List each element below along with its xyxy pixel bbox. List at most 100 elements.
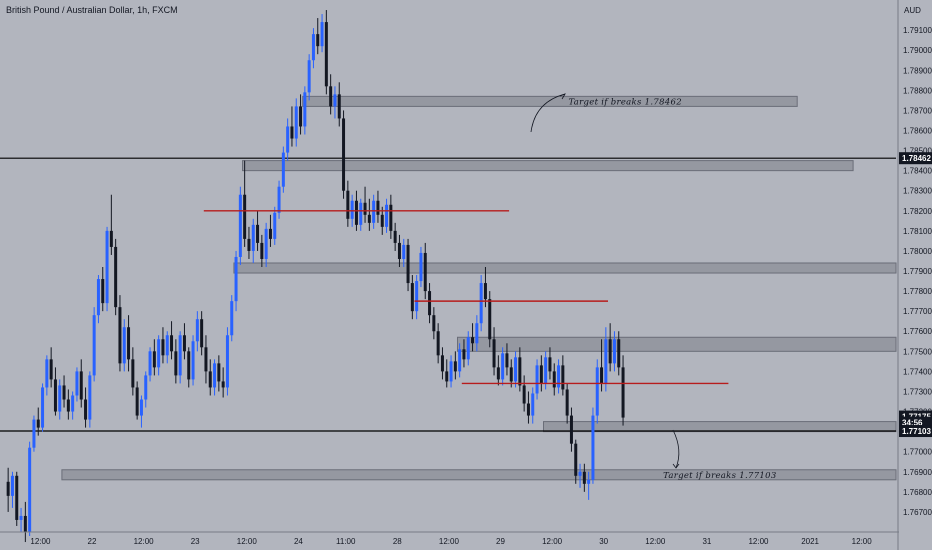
- candle: [479, 275, 483, 332]
- candle-body: [225, 335, 229, 388]
- candle: [428, 283, 432, 324]
- zone-5: [61, 469, 897, 481]
- candle: [393, 222, 397, 251]
- candle: [363, 186, 367, 223]
- price-tick-label: 1.76700: [903, 508, 932, 517]
- candle: [346, 180, 350, 227]
- candle-body: [62, 385, 66, 400]
- candle: [514, 351, 518, 388]
- candle-body: [526, 403, 530, 416]
- candle: [406, 238, 410, 292]
- candle: [496, 355, 500, 386]
- candle-body: [122, 327, 126, 364]
- price-tick-label: 1.78800: [903, 86, 932, 95]
- candle: [135, 381, 139, 420]
- candle: [359, 198, 363, 231]
- candle-body: [350, 200, 354, 219]
- candle-body: [234, 256, 238, 302]
- zone-2: [233, 262, 897, 274]
- price-tick-label: 1.78200: [903, 207, 932, 216]
- candle-body: [286, 126, 290, 153]
- candle-body: [574, 443, 578, 476]
- candle: [268, 214, 272, 247]
- candle-body: [397, 242, 401, 259]
- candle-body: [195, 319, 199, 342]
- price-tick-label: 1.77300: [903, 387, 932, 396]
- price-tick-label: 1.79100: [903, 26, 932, 35]
- candle-body: [256, 224, 260, 243]
- candle-body: [337, 94, 341, 119]
- candle-body: [557, 365, 561, 388]
- candle: [238, 186, 242, 265]
- candle: [569, 407, 573, 452]
- candle: [505, 343, 509, 376]
- candle-body: [419, 252, 423, 282]
- time-tick-label: 12:00: [852, 537, 873, 546]
- candle-body: [41, 387, 45, 428]
- price-tick-label: 1.78300: [903, 187, 932, 196]
- candle: [191, 335, 195, 386]
- price-tick-label: 1.78000: [903, 247, 932, 256]
- candle: [522, 375, 526, 412]
- candle-body: [535, 365, 539, 394]
- candle: [161, 327, 165, 364]
- candle: [139, 395, 143, 428]
- candle-body: [230, 301, 234, 336]
- candle-body: [264, 228, 268, 259]
- candle: [311, 28, 315, 69]
- candle-body: [79, 371, 83, 400]
- candle: [53, 367, 57, 416]
- candle: [23, 501, 27, 543]
- candle-body: [161, 339, 165, 356]
- candle-body: [453, 361, 457, 372]
- candle-body: [320, 22, 324, 47]
- candle: [230, 295, 234, 342]
- candle: [432, 307, 436, 340]
- candle: [101, 267, 105, 312]
- candle-body: [208, 371, 212, 388]
- candle-body: [604, 339, 608, 384]
- candle: [264, 222, 268, 268]
- candle: [131, 347, 135, 396]
- candle-body: [406, 244, 410, 284]
- candle-body: [144, 375, 148, 400]
- candle: [449, 355, 453, 388]
- candle: [329, 74, 333, 115]
- annotation-0: Target if breaks 1.78462: [568, 97, 681, 107]
- price-tag-label: 34:56: [902, 419, 923, 428]
- candle-body: [621, 367, 625, 418]
- time-tick-label: 2021: [801, 537, 819, 546]
- candle: [217, 355, 221, 392]
- candle: [92, 307, 96, 382]
- candle: [122, 319, 126, 372]
- time-axis: 12:00 22 12:00 23 12:00 24 11:00 28 12:00 29 12:00…: [0, 531, 899, 546]
- candle-body: [410, 283, 414, 312]
- zone-1: [242, 160, 854, 172]
- candle-body: [118, 307, 122, 364]
- price-tag-bg: [899, 152, 932, 165]
- candle-body: [84, 399, 88, 420]
- candle-body: [32, 419, 36, 448]
- candle: [492, 327, 496, 376]
- candle-body: [587, 479, 591, 484]
- candle-body: [75, 371, 79, 396]
- candle: [595, 359, 599, 424]
- time-tick-label: 30: [599, 537, 608, 546]
- candle: [466, 331, 470, 366]
- price-tick-label: 1.76800: [903, 488, 932, 497]
- candle: [535, 359, 539, 400]
- candle: [462, 339, 466, 368]
- candle-body: [221, 381, 225, 388]
- candle-body: [19, 515, 23, 520]
- candle: [604, 327, 608, 392]
- candle: [471, 323, 475, 352]
- candle-body: [445, 371, 449, 382]
- candle: [316, 18, 320, 55]
- candle-body: [105, 230, 109, 304]
- candle-body: [15, 475, 19, 520]
- candle: [88, 371, 92, 428]
- candle: [385, 198, 389, 233]
- candle-body: [243, 194, 247, 239]
- candle: [281, 146, 285, 193]
